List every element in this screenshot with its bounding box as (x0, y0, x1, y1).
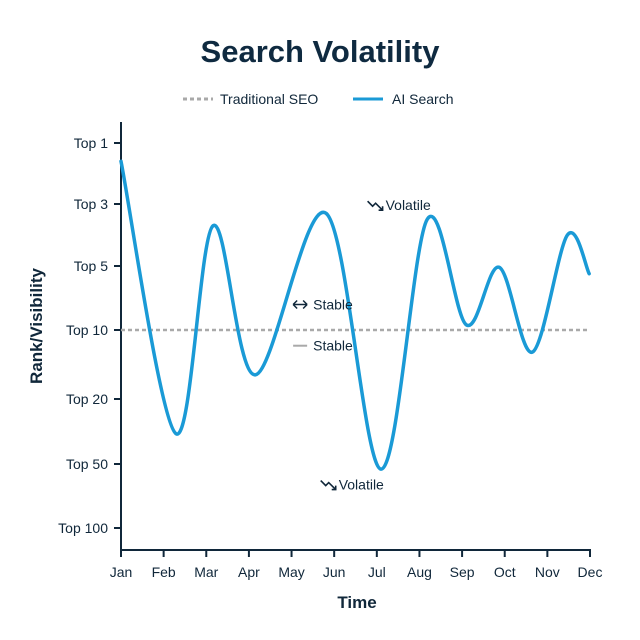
annotation-label: Stable (313, 297, 353, 313)
annotation-label: Volatile (386, 197, 431, 213)
legend-label-ai-search: AI Search (392, 91, 453, 107)
x-tick-label: Aug (407, 564, 432, 580)
x-tick-label: Feb (152, 564, 176, 580)
x-tick-label: Jan (110, 564, 133, 580)
series-line-ai-search (119, 159, 591, 471)
annotation: Volatile (320, 477, 384, 493)
legend: Traditional SEO AI Search (183, 91, 453, 107)
y-tick-label: Top 20 (66, 391, 108, 407)
x-tick-label: May (278, 564, 304, 580)
annotation: Volatile (367, 197, 431, 213)
y-tick-label: Top 5 (74, 258, 108, 274)
x-tick-label: Dec (578, 564, 603, 580)
x-tick-label: Apr (238, 564, 260, 580)
trend-down-icon (367, 200, 384, 211)
legend-label-traditional-seo: Traditional SEO (220, 91, 318, 107)
x-tick-label: Nov (535, 564, 560, 580)
annotation-label: Stable (313, 338, 353, 354)
annotation: Stable (293, 338, 353, 354)
chart-title: Search Volatility (200, 34, 440, 69)
x-tick-label: Sep (450, 564, 475, 580)
y-tick-label: Top 50 (66, 456, 108, 472)
x-tick-label: Mar (194, 564, 218, 580)
y-tick-label: Top 10 (66, 322, 108, 338)
annotation: Stable (292, 297, 353, 313)
trend-down-icon (320, 480, 337, 491)
x-axis-label: Time (337, 593, 376, 612)
x-tick-label: Jun (323, 564, 346, 580)
y-axis-label: Rank/Visibility (27, 268, 46, 384)
y-tick-label: Top 100 (58, 520, 108, 536)
x-tick-label: Jul (368, 564, 386, 580)
x-tick-label: Oct (494, 564, 516, 580)
y-tick-label: Top 3 (74, 196, 108, 212)
annotation-label: Volatile (339, 477, 384, 493)
double-arrow-icon (292, 299, 308, 310)
y-tick-label: Top 1 (74, 135, 108, 151)
